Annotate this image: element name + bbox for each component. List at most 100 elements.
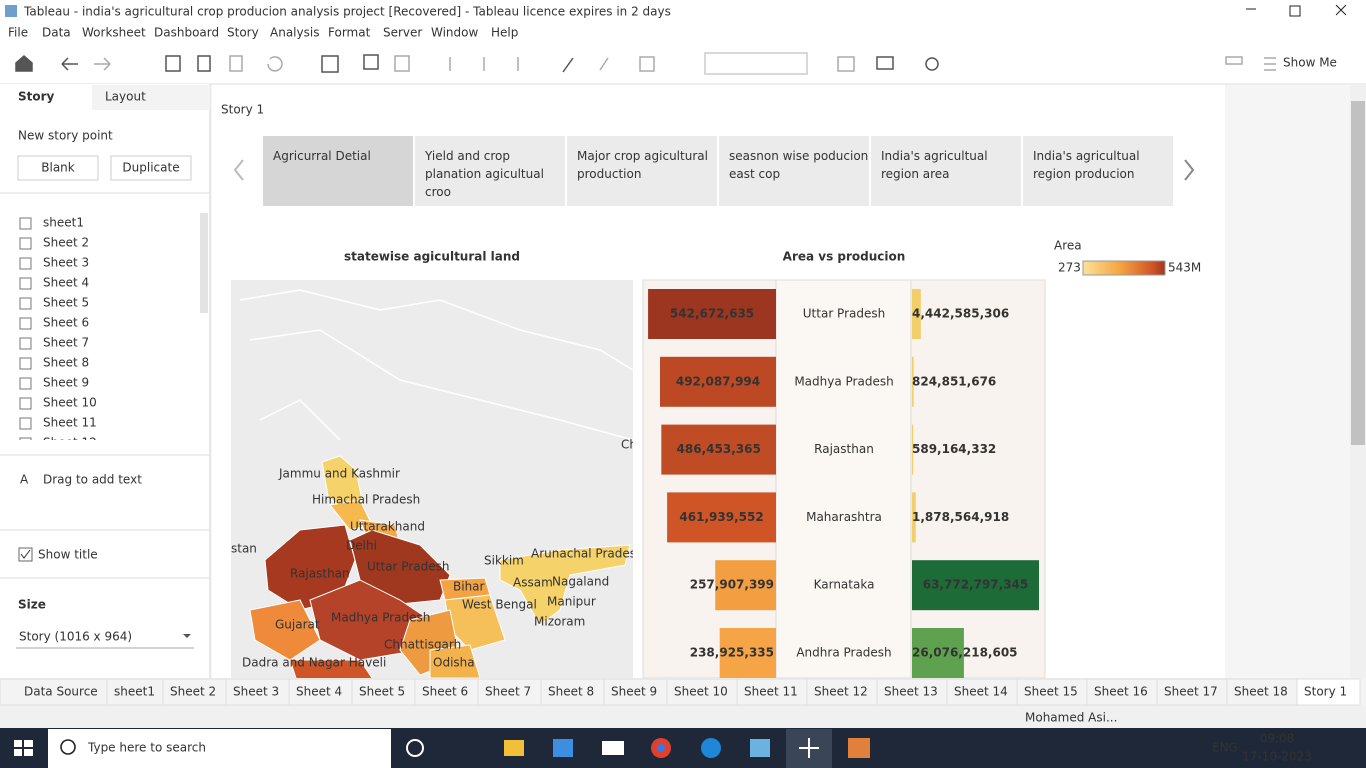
explorer-icon[interactable] <box>504 740 524 756</box>
story-point-line: production <box>577 167 641 181</box>
sheet-icon <box>19 437 32 440</box>
sheet-tab[interactable] <box>414 678 479 706</box>
sheet-tab-label: Sheet 6 <box>422 685 468 699</box>
scroll-thumb[interactable] <box>1351 101 1365 445</box>
sheet-scrollbar[interactable] <box>200 213 208 313</box>
map-label: Uttar Pradesh <box>367 560 449 574</box>
story-point-line: region producion <box>1033 167 1135 181</box>
sheet-icon <box>19 217 32 230</box>
mail-icon[interactable] <box>602 741 624 755</box>
sheet-list: sheet1 Sheet 2 Sheet 3 Sheet 4 Sheet 5 Sheet … <box>19 216 97 450</box>
sheet-tab[interactable] <box>477 678 542 706</box>
map-label: stan <box>231 542 257 556</box>
sheet-tab[interactable] <box>1226 678 1298 706</box>
area-label: 486,453,365 <box>677 442 761 456</box>
story-point[interactable] <box>719 136 869 206</box>
legend-bar <box>1082 260 1166 276</box>
menu-item[interactable]: Server <box>383 26 422 40</box>
sheet-item[interactable]: Sheet 8 <box>43 356 89 370</box>
show-me[interactable]: Show Me <box>1283 56 1337 70</box>
sheet-tab[interactable] <box>351 678 416 706</box>
sheet-tab[interactable] <box>736 678 808 706</box>
sheet-tab[interactable] <box>106 678 164 706</box>
sheet-tab[interactable] <box>1086 678 1158 706</box>
sidebar-tab[interactable]: Story <box>18 90 55 104</box>
app-icon[interactable] <box>848 738 870 758</box>
map-label: Mizoram <box>534 615 585 629</box>
category-column <box>775 279 912 679</box>
sheet-item[interactable]: Sheet 7 <box>43 336 89 350</box>
toolbar-icons[interactable] <box>15 52 1276 75</box>
legend-max: 543M <box>1168 261 1201 275</box>
blank-button[interactable] <box>17 155 99 181</box>
sheet-tab[interactable] <box>876 678 948 706</box>
map-label: Uttarakhand <box>350 520 425 534</box>
checkmark <box>20 549 31 559</box>
menu-item[interactable]: File <box>8 26 28 40</box>
section-heading: New story point <box>18 129 113 143</box>
area-label: 461,939,552 <box>679 510 763 524</box>
cortana[interactable] <box>406 739 424 757</box>
story-point-line: east cop <box>729 167 780 181</box>
next-arrow[interactable] <box>1184 159 1195 181</box>
story-point-label: India's agricultual region producion <box>1033 149 1140 181</box>
sheet-tab-label: Story 1 <box>1304 685 1347 699</box>
production-bar <box>912 560 1039 611</box>
sheet-tab[interactable] <box>1296 678 1361 706</box>
area-label: 492,087,994 <box>676 374 760 388</box>
store-icon[interactable] <box>553 739 573 757</box>
story-point[interactable] <box>567 136 717 206</box>
sheet-tab[interactable] <box>288 678 353 706</box>
text-object: Drag to add text <box>43 473 142 487</box>
sheet-item[interactable]: Sheet 11 <box>43 416 97 430</box>
duplicate-button[interactable] <box>110 155 192 181</box>
sheet-tab[interactable] <box>225 678 290 706</box>
map-label: West Bengal <box>462 598 537 612</box>
sheet-item[interactable]: Sheet 3 <box>43 256 89 270</box>
menu-item[interactable]: Format <box>328 26 371 40</box>
sheet-item[interactable]: Sheet 2 <box>43 236 89 250</box>
story-point[interactable] <box>1023 136 1173 206</box>
start-button[interactable] <box>14 740 33 756</box>
sheet-item[interactable]: Sheet 10 <box>43 396 97 410</box>
menu-item[interactable]: Story <box>227 26 259 40</box>
menu-item[interactable]: Window <box>431 26 479 40</box>
sheet-tab[interactable] <box>0 678 108 706</box>
category-label: Karnataka <box>814 578 875 592</box>
photos-icon[interactable] <box>750 739 770 757</box>
window-controls[interactable] <box>1246 4 1347 17</box>
sheet-item[interactable]: Sheet 6 <box>43 316 89 330</box>
story-point[interactable] <box>871 136 1021 206</box>
chart-title: Area vs producion <box>783 250 906 264</box>
sidebar-tab[interactable]: Layout <box>105 90 146 104</box>
story-point-label: seasnon wise poducion east cop <box>729 149 868 181</box>
sheet-tab[interactable] <box>946 678 1018 706</box>
menu-item[interactable]: Worksheet <box>82 26 146 40</box>
sheet-item[interactable]: Sheet 4 <box>43 276 89 290</box>
edge-icon[interactable] <box>701 738 721 758</box>
sheet-item[interactable]: Sheet 12 <box>43 436 97 450</box>
sheet-icon <box>19 297 32 310</box>
size-dropdown[interactable] <box>16 625 194 647</box>
area-bar <box>667 492 776 543</box>
menu-item[interactable]: Dashboard <box>154 26 219 40</box>
production-label: 26,076,218,605 <box>912 646 1018 660</box>
story-point[interactable] <box>415 136 565 206</box>
sheet-item[interactable]: sheet1 <box>43 216 84 230</box>
sheet-tab[interactable] <box>1016 678 1088 706</box>
sheet-tab[interactable] <box>806 678 878 706</box>
sheet-item[interactable]: Sheet 5 <box>43 296 89 310</box>
menu-item[interactable]: Analysis <box>270 26 319 40</box>
prev-arrow[interactable] <box>233 159 244 181</box>
menu-item[interactable]: Help <box>491 26 518 40</box>
layout-tab-bg[interactable] <box>92 85 210 110</box>
sheet-item[interactable]: Sheet 9 <box>43 376 89 390</box>
map-label: Odisha <box>433 656 475 670</box>
sheet-tab[interactable] <box>540 678 605 706</box>
search-box[interactable] <box>48 729 391 768</box>
story-point[interactable] <box>263 136 413 206</box>
menu-item[interactable]: Data <box>42 26 71 40</box>
category-label: Andhra Pradesh <box>796 646 891 660</box>
sheet-tab[interactable] <box>603 678 668 706</box>
